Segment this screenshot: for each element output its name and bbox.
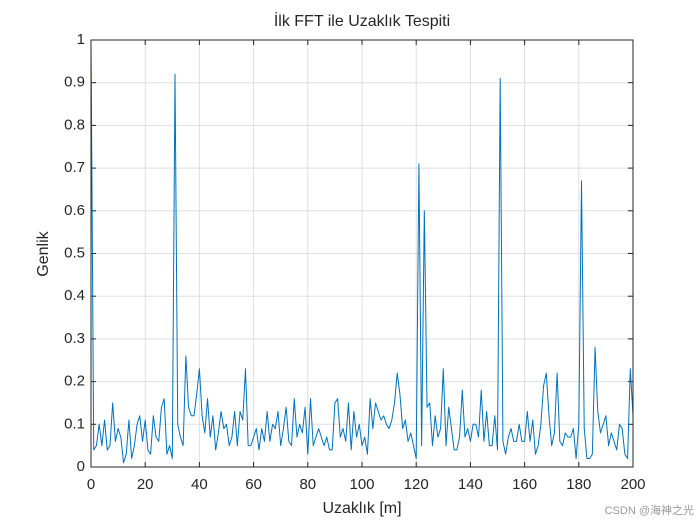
x-tick-label: 120	[404, 476, 429, 493]
x-tick-label: 40	[191, 476, 208, 493]
x-tick-label: 0	[87, 476, 95, 493]
y-tick-label: 0.3	[64, 330, 85, 347]
y-tick-label: 0.1	[64, 415, 85, 432]
x-tick-label: 200	[620, 476, 645, 493]
x-tick-label: 180	[566, 476, 591, 493]
x-tick-label: 80	[299, 476, 316, 493]
y-tick-label: 1	[77, 31, 85, 48]
y-tick-label: 0.7	[64, 159, 85, 176]
y-axis-label: Genlik	[35, 230, 52, 276]
x-tick-label: 140	[458, 476, 483, 493]
y-tick-label: 0.9	[64, 74, 85, 91]
watermark: CSDN @海神之光	[605, 503, 694, 517]
x-axis-label: Uzaklık [m]	[322, 500, 401, 517]
y-tick-label: 0.6	[64, 202, 85, 219]
y-tick-label: 0.2	[64, 373, 85, 390]
chart-title: İlk FFT ile Uzaklık Tespiti	[274, 11, 450, 30]
x-tick-label: 100	[349, 476, 374, 493]
data-line	[90, 39, 634, 464]
y-tick-label: 0.5	[64, 244, 85, 261]
plot-area: 0 0.1 0.2 0.3 0.4 0.5 0.6 0.7 0.8 0.9 1 0 20 40 60 80 10…	[64, 31, 645, 493]
x-tick-label: 60	[245, 476, 262, 493]
x-tick-label: 20	[137, 476, 154, 493]
axes-box	[90, 39, 634, 468]
y-tick-label: 0	[77, 458, 85, 475]
y-tick-label: 0.4	[64, 287, 85, 304]
y-tick-label: 0.8	[64, 116, 85, 133]
x-tick-label: 160	[512, 476, 537, 493]
